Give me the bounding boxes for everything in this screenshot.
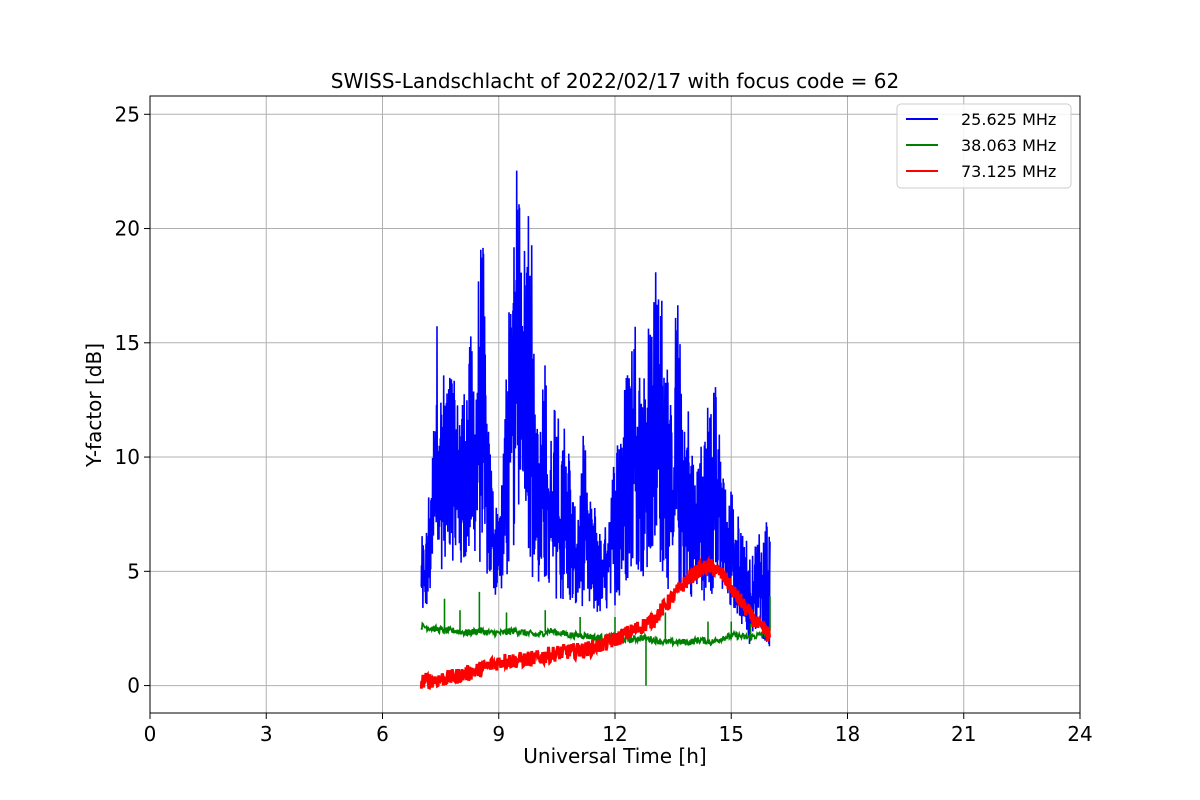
- y-tick-label-5: 25: [115, 102, 140, 126]
- series-line-1: [420, 170, 771, 647]
- x-tick-label-8: 24: [1067, 722, 1092, 746]
- y-tick-label-1: 5: [127, 559, 140, 583]
- x-tick-label-5: 15: [719, 722, 744, 746]
- chart-title: SWISS-Landschlacht of 2022/02/17 with fo…: [331, 69, 899, 93]
- x-tick-label-2: 6: [376, 722, 389, 746]
- legend-box: [896, 103, 1072, 189]
- y-tick-label-3: 15: [115, 331, 140, 355]
- x-tick-label-7: 21: [951, 722, 976, 746]
- plot-series: [419, 170, 772, 690]
- legend-label-3: 73.125 MHz: [961, 162, 1056, 181]
- axis-ticks: 0 3 6 9 12 15 18 21 24 0 5 10 15 20 25: [115, 102, 1093, 746]
- x-tick-label-4: 12: [602, 722, 627, 746]
- x-tick-label-3: 9: [492, 722, 505, 746]
- y-tick-label-0: 0: [127, 674, 140, 698]
- series-line-2: [420, 621, 771, 648]
- grid: [149, 96, 1081, 713]
- x-tick-label-1: 3: [260, 722, 273, 746]
- y-tick-label-4: 20: [115, 217, 140, 241]
- legend-label-1: 25.625 MHz: [961, 110, 1056, 129]
- x-tick-label-0: 0: [144, 722, 157, 746]
- y-axis-label: Y-factor [dB]: [82, 343, 106, 468]
- legend: 25.625 MHz 38.063 MHz 73.125 MHz: [896, 103, 1072, 189]
- legend-label-2: 38.063 MHz: [961, 136, 1056, 155]
- y-tick-label-2: 10: [115, 445, 140, 469]
- series-line-3: [419, 554, 772, 690]
- x-tick-label-6: 18: [835, 722, 860, 746]
- x-axis-label: Universal Time [h]: [523, 744, 706, 768]
